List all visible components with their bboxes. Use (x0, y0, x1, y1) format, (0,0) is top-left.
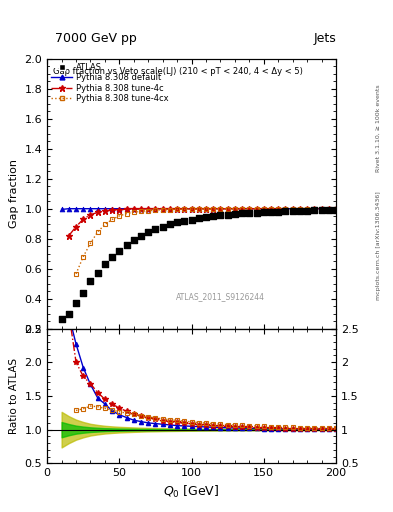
Text: 7000 GeV pp: 7000 GeV pp (55, 32, 137, 45)
Point (138, 231, 144, 240)
Point (290, 207, 296, 215)
Point (109, 252, 115, 261)
Point (326, 206, 332, 215)
Point (253, 208, 260, 217)
Point (333, 206, 339, 214)
Point (275, 207, 281, 216)
Point (297, 207, 303, 215)
Point (268, 208, 274, 216)
Text: Jets: Jets (313, 32, 336, 45)
Point (304, 207, 310, 215)
Point (152, 225, 159, 233)
Text: ATLAS_2011_S9126244: ATLAS_2011_S9126244 (176, 292, 265, 301)
Text: mcplots.cern.ch [arXiv:1306.3436]: mcplots.cern.ch [arXiv:1306.3436] (376, 191, 380, 300)
Point (203, 213, 209, 221)
Point (66, 309, 72, 317)
Point (73, 299, 79, 307)
Text: Gap fraction vs Veto scale(LJ) (210 < pT < 240, 4 < Δy < 5): Gap fraction vs Veto scale(LJ) (210 < pT… (53, 67, 303, 76)
Point (246, 209, 253, 217)
Point (102, 260, 108, 268)
Point (95, 269, 101, 277)
Point (232, 210, 238, 218)
Legend: ATLAS, Pythia 8.308 default, Pythia 8.308 tune-4c, Pythia 8.308 tune-4cx: ATLAS, Pythia 8.308 default, Pythia 8.30… (50, 61, 171, 104)
Point (261, 208, 267, 217)
Point (59, 315, 65, 323)
Point (131, 236, 137, 244)
Y-axis label: Ratio to ATLAS: Ratio to ATLAS (9, 358, 19, 434)
Point (217, 211, 224, 220)
Point (167, 220, 173, 228)
Point (174, 219, 180, 227)
Point (116, 247, 123, 255)
Point (318, 206, 325, 215)
Point (282, 207, 288, 216)
X-axis label: $Q_0$ [GeV]: $Q_0$ [GeV] (163, 484, 220, 500)
Text: Rivet 3.1.10, ≥ 100k events: Rivet 3.1.10, ≥ 100k events (376, 84, 380, 172)
Point (239, 209, 245, 218)
Point (80, 288, 86, 296)
Point (224, 210, 231, 219)
Point (311, 206, 318, 215)
Point (87, 276, 94, 285)
Y-axis label: Gap fraction: Gap fraction (9, 159, 19, 228)
Point (181, 217, 187, 225)
Point (123, 241, 130, 249)
Point (210, 212, 217, 220)
Point (189, 216, 195, 224)
Point (196, 214, 202, 222)
Point (160, 223, 166, 231)
Point (145, 228, 151, 236)
